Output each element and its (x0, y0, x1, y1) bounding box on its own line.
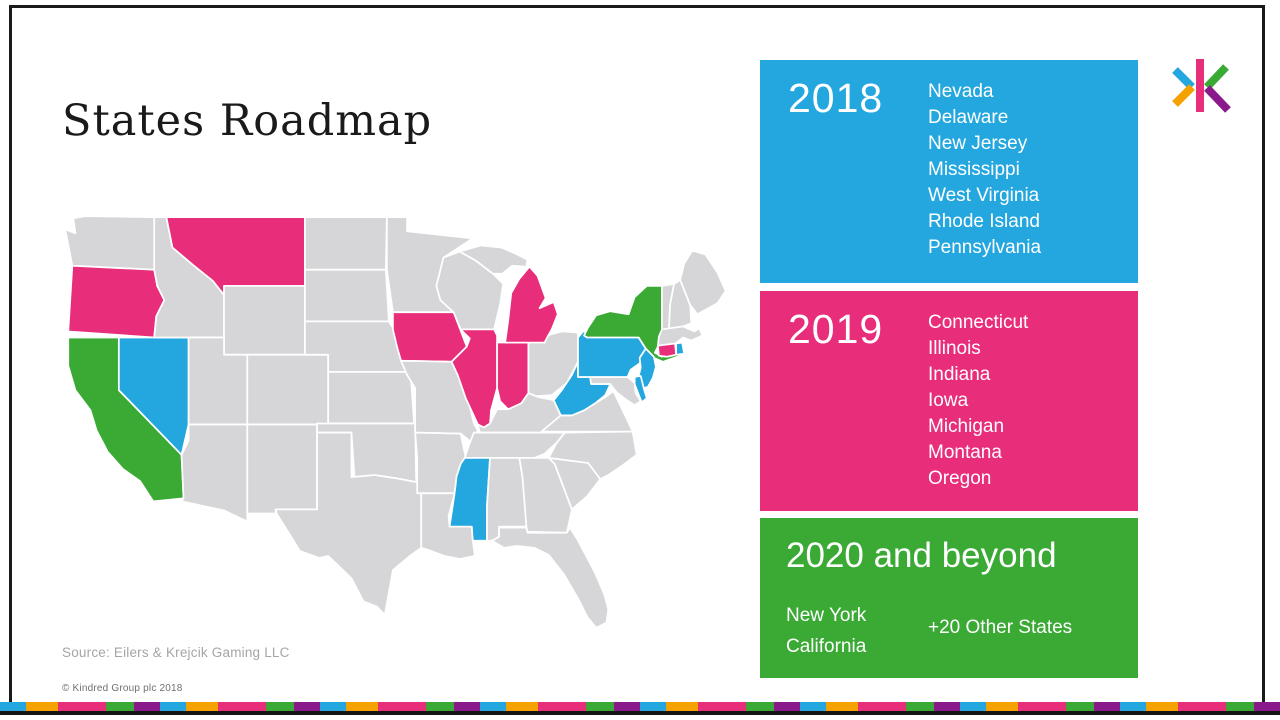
state-list-2019: Connecticut Illinois Indiana Iowa Michigan Mo… (928, 310, 1028, 492)
state-or (67, 264, 166, 339)
us-states-map (50, 203, 750, 648)
year-label-2020: 2020 and beyond (786, 536, 1057, 575)
state-list-item: West Virginia (928, 185, 1040, 206)
state-list-item: Indiana (928, 364, 991, 385)
state-wy (223, 285, 306, 356)
state-list-item: Michigan (928, 416, 1005, 437)
state-nm (246, 423, 318, 515)
state-nj (636, 347, 657, 389)
year-label-2019: 2019 (788, 306, 884, 352)
state-list-item: Nevada (928, 81, 994, 102)
state-tx (274, 431, 423, 616)
state-list-2018: Nevada Delaware New Jersey Mississippi West … (928, 79, 1041, 261)
state-mi-upper-peninsula (458, 244, 529, 275)
state-ri (675, 341, 686, 356)
state-list-item: California (786, 636, 867, 657)
state-az (180, 423, 249, 523)
logo-stroke-purple (1204, 85, 1231, 113)
state-list-item: Illinois (928, 338, 981, 359)
page-title: States Roadmap (62, 96, 433, 146)
state-wa (64, 215, 156, 271)
logo-stroke-green (1204, 64, 1229, 90)
state-la (420, 492, 476, 560)
year-label-2018: 2018 (788, 75, 884, 121)
state-list-item: New Jersey (928, 133, 1028, 154)
state-mi (504, 265, 559, 344)
state-nc (547, 430, 638, 480)
copyright-notice: © Kindred Group plc 2018 (62, 683, 183, 694)
state-list-item: Mississippi (928, 159, 1020, 180)
state-list-item: Pennsylvania (928, 237, 1042, 258)
state-list-2020: New York California (786, 600, 866, 662)
state-list-item: Montana (928, 442, 1002, 463)
state-sd (304, 268, 390, 323)
state-list-item: Oregon (928, 468, 992, 489)
logo-stroke-orange (1172, 84, 1195, 107)
roadmap-box-2018: 2018 Nevada Delaware New Jersey Mississippi… (760, 60, 1138, 283)
state-md (589, 376, 642, 407)
state-list-item: Connecticut (928, 312, 1029, 333)
roadmap-box-2020: 2020 and beyond New York California +20 O… (760, 518, 1138, 678)
state-list-item: Iowa (928, 390, 969, 411)
logo-bar-pink (1196, 59, 1204, 112)
state-list-item: Rhode Island (928, 211, 1040, 232)
brand-color-stripe (0, 702, 1280, 711)
state-nd (304, 216, 388, 271)
roadmap-box-2019: 2019 Connecticut Illinois Indiana Iowa Michi… (760, 291, 1138, 511)
other-states-label: +20 Other States (928, 617, 1073, 638)
state-de (633, 375, 648, 404)
state-ks (327, 371, 416, 425)
kindred-group-logo-icon (1172, 59, 1231, 113)
source-attribution: Source: Eilers & Krejcik Gaming LLC (62, 645, 290, 660)
logo-stroke-blue (1172, 67, 1195, 90)
state-fl (491, 526, 610, 629)
state-me (679, 249, 727, 316)
state-list-item: Delaware (928, 107, 1009, 128)
state-ia (392, 311, 468, 363)
state-ct (657, 342, 677, 358)
state-list-item: New York (786, 605, 867, 626)
state-co (246, 353, 330, 426)
bottom-border-bar (0, 711, 1280, 715)
